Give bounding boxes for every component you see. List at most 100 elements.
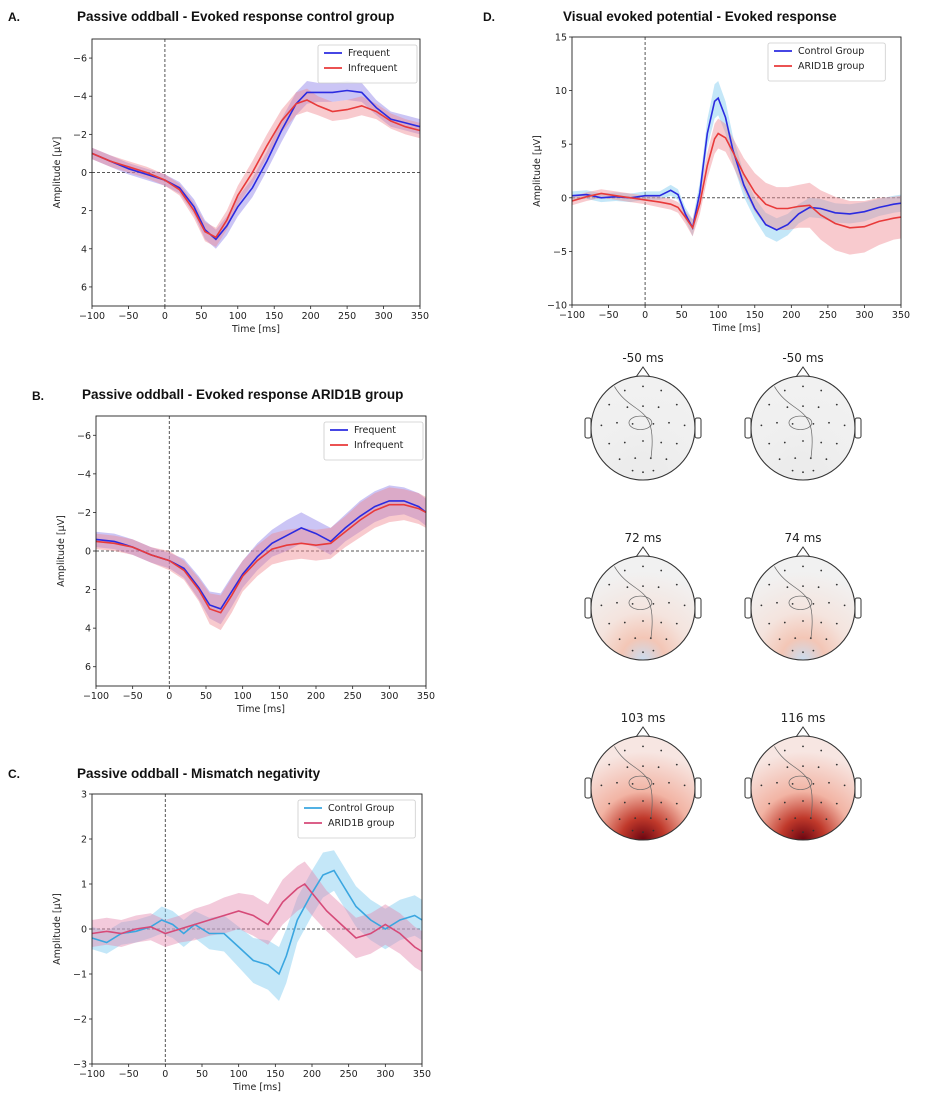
electrode-dot — [683, 424, 686, 427]
electrode-dot — [760, 424, 763, 427]
electrode-dot — [802, 800, 804, 802]
electrode-dot — [618, 458, 621, 461]
y-tick-label: 15 — [555, 33, 567, 44]
x-tick-label: 350 — [411, 311, 429, 322]
electrode-dot — [802, 471, 804, 474]
x-tick-label: 300 — [855, 310, 873, 321]
legend-box — [317, 44, 418, 84]
y-tick-label: −6 — [77, 431, 91, 442]
topomap-head — [750, 735, 856, 841]
electrode-dot — [642, 651, 644, 654]
topomap-contour — [628, 415, 653, 430]
electrode-dot — [608, 763, 611, 766]
y-tick-label: 0 — [85, 547, 91, 558]
electrode-dot — [768, 622, 771, 625]
topomap-ear-left — [744, 777, 752, 799]
electrode-dot — [675, 802, 678, 805]
electrode-dot — [642, 565, 644, 568]
topomap-ear-right — [854, 417, 862, 439]
series-line-0 — [571, 96, 902, 231]
legend: Frequent Infrequent — [323, 421, 424, 461]
electrode-dot — [791, 602, 794, 605]
electrode-dot — [642, 585, 644, 588]
electrode-dot — [631, 422, 634, 425]
electrode-dot — [835, 802, 838, 805]
x-tick-label: 0 — [162, 1069, 168, 1080]
electrode-dot — [600, 784, 603, 787]
x-tick-label: −100 — [559, 310, 585, 321]
electrode-dot — [812, 422, 815, 425]
series-line-0 — [91, 869, 423, 976]
legend-label: Control Group — [328, 803, 394, 814]
electrode-dot — [802, 745, 804, 748]
panel-b-letter: B. — [32, 389, 44, 403]
legend: Control Group ARID1B group — [297, 799, 416, 839]
electrode-dot — [668, 421, 670, 424]
electrode-dot — [791, 829, 794, 832]
electrode-dot — [626, 406, 629, 409]
electrode-dot — [812, 649, 815, 652]
series-band-1 — [92, 88, 420, 247]
electrode-dot — [820, 569, 823, 572]
electrode-dot — [760, 784, 763, 787]
topomap-contour — [628, 595, 653, 610]
topomap-ear-left — [584, 597, 592, 619]
electrode-dot — [660, 389, 663, 392]
electrode-dot — [608, 802, 611, 805]
y-tick-label: 1 — [81, 880, 87, 891]
topomap-contour — [788, 775, 813, 790]
legend-label: ARID1B group — [328, 818, 394, 829]
legend-label: ARID1B group — [798, 61, 864, 72]
series-band-0 — [96, 485, 426, 625]
y-axis-label: Amplitude [μV] — [56, 515, 67, 587]
electrode-dot — [665, 638, 668, 641]
electrode-dot — [660, 749, 663, 752]
y-tick-label: 5 — [561, 140, 567, 151]
x-tick-label: 200 — [307, 691, 325, 702]
x-tick-label: 150 — [270, 691, 288, 702]
electrode-dot — [783, 441, 786, 444]
y-tick-label: 3 — [81, 790, 87, 801]
electrode-dot — [608, 583, 611, 586]
plot-frame — [571, 36, 902, 306]
electrode-dot — [802, 765, 804, 768]
panel-d-letter: D. — [483, 10, 495, 24]
topomap-ear-right — [694, 417, 702, 439]
electrode-dot — [776, 781, 778, 784]
electrode-dot — [675, 583, 678, 586]
legend: Control Group ARID1B group — [767, 42, 886, 82]
electrode-dot — [616, 781, 618, 784]
x-tick-label: 200 — [782, 310, 800, 321]
electrode-dot — [626, 766, 629, 769]
x-tick-label: 150 — [266, 1069, 284, 1080]
x-tick-label: −100 — [79, 311, 105, 322]
y-tick-label: −4 — [77, 469, 91, 480]
electrode-dot — [634, 457, 637, 460]
legend-label: Infrequent — [348, 63, 398, 74]
x-tick-label: 0 — [162, 311, 168, 322]
legend-box — [767, 42, 886, 82]
electrode-dot — [817, 586, 820, 589]
electrode-dot — [820, 441, 823, 444]
topomap-ear-right — [694, 777, 702, 799]
electrode-dot — [791, 782, 794, 785]
electrode-dot — [835, 622, 838, 625]
electrode-dot — [642, 745, 644, 748]
electrode-dot — [786, 586, 789, 589]
y-tick-label: 2 — [85, 585, 91, 596]
x-tick-label: 50 — [676, 310, 688, 321]
electrode-dot — [600, 424, 603, 427]
electrode-dot — [828, 781, 830, 784]
electrode-dot — [768, 403, 771, 406]
x-tick-label: 300 — [374, 311, 392, 322]
electrode-dot — [616, 421, 618, 424]
electrode-dot — [768, 583, 771, 586]
electrode-dot — [660, 801, 663, 804]
electrode-dot — [642, 800, 644, 802]
x-tick-label: 250 — [344, 691, 362, 702]
x-tick-label: 300 — [380, 691, 398, 702]
electrode-dot — [783, 749, 786, 752]
electrode-dot — [668, 601, 670, 604]
electrode-dot — [642, 440, 644, 442]
x-tick-label: 300 — [376, 1069, 394, 1080]
